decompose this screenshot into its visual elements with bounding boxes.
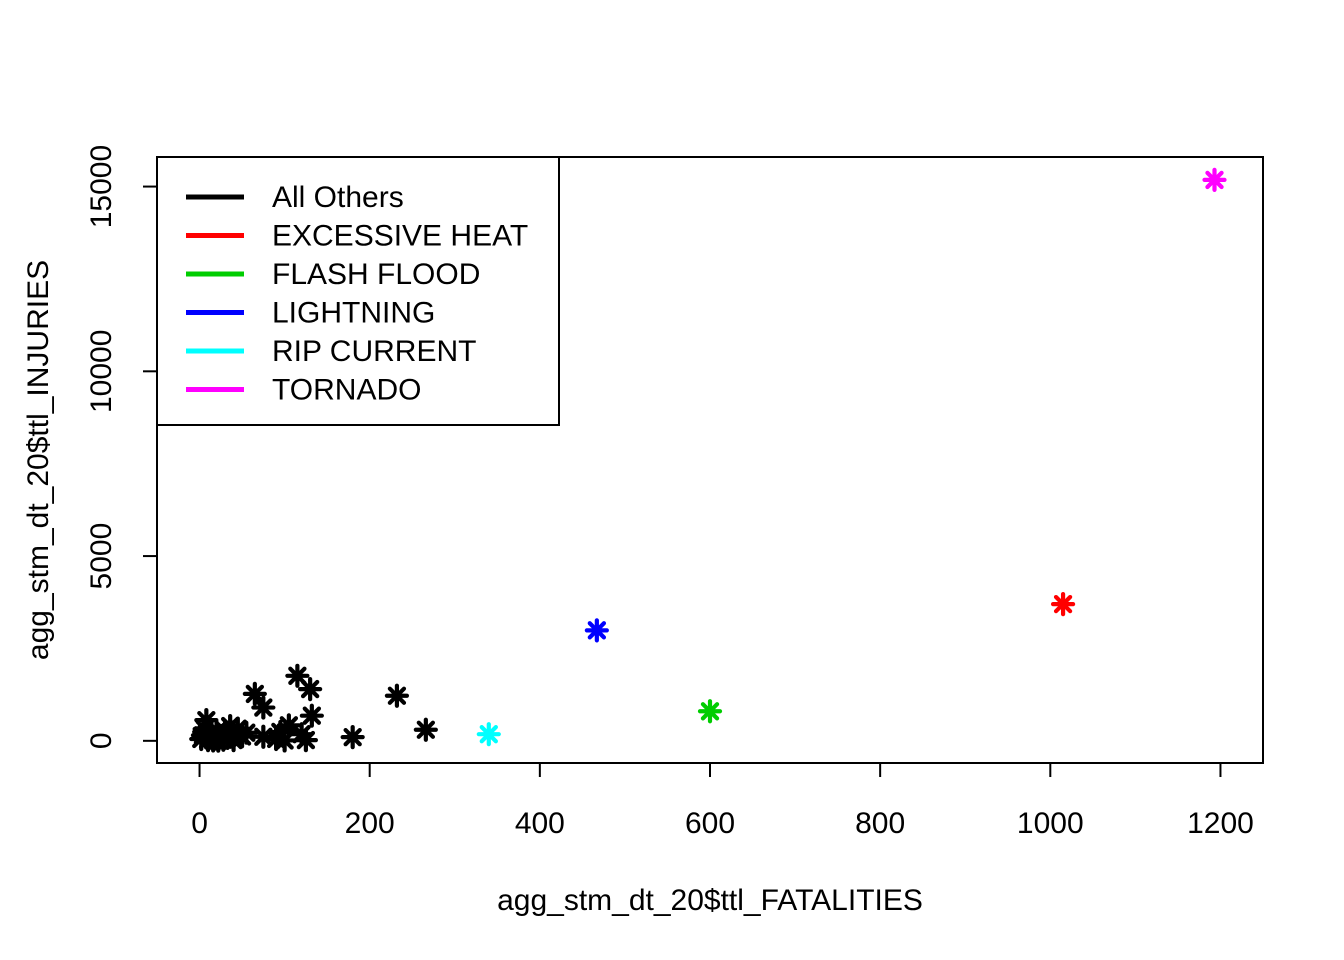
legend-item: LIGHTNING bbox=[186, 297, 435, 330]
legend-item: All Others bbox=[186, 181, 404, 214]
legend-label: TORNADO bbox=[272, 374, 421, 407]
data-point bbox=[476, 722, 501, 747]
data-point bbox=[413, 717, 438, 742]
data-point bbox=[298, 676, 323, 702]
x-axis-title: agg_stm_dt_20$ttl_FATALITIES bbox=[497, 884, 923, 917]
legend-item: RIP CURRENT bbox=[186, 335, 476, 368]
legend: All Others EXCESSIVE HEAT FLASH FLOOD LIGHT… bbox=[156, 156, 560, 426]
x-tick-label: 200 bbox=[345, 807, 395, 840]
data-point bbox=[384, 683, 410, 708]
legend-item: TORNADO bbox=[186, 374, 421, 407]
x-tick-label: 1000 bbox=[1017, 807, 1084, 840]
y-tick-label: 5000 bbox=[85, 523, 118, 590]
data-point bbox=[251, 695, 276, 720]
legend-label: FLASH FLOOD bbox=[272, 258, 480, 291]
data-point bbox=[1050, 592, 1076, 617]
data-point bbox=[299, 703, 324, 728]
legend-label: EXCESSIVE HEAT bbox=[272, 220, 528, 253]
data-point bbox=[293, 727, 318, 753]
legend-item: EXCESSIVE HEAT bbox=[186, 220, 528, 253]
y-tick-label: 10000 bbox=[85, 330, 118, 413]
data-point bbox=[1202, 167, 1227, 193]
x-tick-label: 0 bbox=[191, 807, 208, 840]
data-point bbox=[697, 699, 723, 724]
data-point bbox=[234, 720, 259, 745]
data-point bbox=[340, 725, 365, 750]
y-axis: 0 5000 10000 15000 bbox=[85, 145, 158, 749]
x-tick-label: 600 bbox=[685, 807, 735, 840]
legend-box bbox=[156, 156, 560, 426]
data-point bbox=[276, 713, 301, 738]
legend-label: RIP CURRENT bbox=[272, 335, 476, 368]
data-point bbox=[584, 618, 609, 643]
y-axis-title: agg_stm_dt_20$ttl_INJURIES bbox=[22, 260, 55, 660]
y-tick-label: 15000 bbox=[85, 145, 118, 228]
legend-label: LIGHTNING bbox=[272, 297, 435, 330]
x-tick-label: 800 bbox=[855, 807, 905, 840]
data-point bbox=[272, 728, 297, 753]
x-tick-label: 1200 bbox=[1187, 807, 1254, 840]
legend-item: FLASH FLOOD bbox=[186, 258, 480, 291]
x-tick-label: 400 bbox=[515, 807, 565, 840]
y-tick-label: 0 bbox=[85, 732, 118, 749]
x-axis: 0 200 400 600 800 1000 1200 bbox=[191, 762, 1254, 840]
legend-label: All Others bbox=[272, 181, 404, 214]
data-points bbox=[189, 167, 1227, 753]
